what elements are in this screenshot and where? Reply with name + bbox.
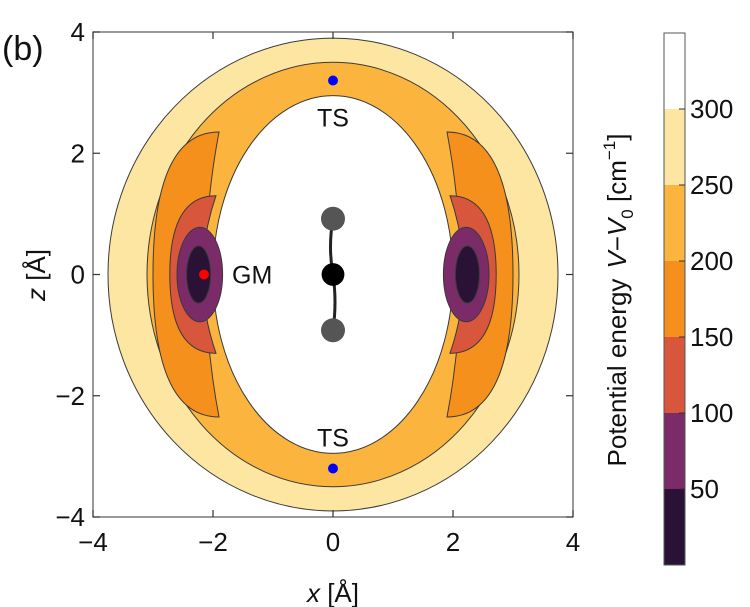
point-ts-1 — [328, 75, 338, 86]
panel-label: (b) — [2, 30, 44, 68]
point-label-ts-2: TS — [317, 425, 349, 453]
colorbar-band-0 — [664, 489, 685, 565]
colorbar-frame — [663, 32, 686, 566]
x-tick-label-3: 2 — [446, 527, 460, 557]
colorbar-tick-label-4: 250 — [690, 170, 733, 200]
atom-2 — [321, 318, 345, 343]
contour-plot: GM TS TS — [92, 31, 574, 518]
colorbar-tick-label-2: 150 — [690, 322, 733, 352]
y-tick-label-2: 0 — [71, 260, 85, 290]
x-tick-label-4: 4 — [566, 527, 580, 557]
colorbar-title: Potential energyV−V0 [cm−1] — [600, 134, 637, 467]
y-tick-label-4: −4 — [55, 502, 85, 532]
colorbar-tick-label-0: 50 — [690, 474, 719, 504]
colorbar-band-4 — [664, 185, 685, 261]
colorbar-band-5 — [664, 109, 685, 185]
colorbar-band-6 — [664, 33, 685, 109]
molecule — [321, 206, 345, 343]
x-tick-label-2: 0 — [326, 527, 340, 557]
colorbar-band-3 — [664, 261, 685, 337]
y-axis-title: z [Å] — [21, 249, 51, 302]
x-axis: −4 −2 0 2 4 — [78, 32, 580, 557]
colorbar-tick-label-3: 200 — [690, 246, 733, 276]
point-gm-0 — [199, 269, 209, 280]
colorbar-tick-label-1: 100 — [690, 398, 733, 428]
x-axis-title: x [Å] — [305, 578, 359, 607]
atom-0 — [321, 206, 345, 231]
point-label-gm-0: GM — [232, 262, 272, 290]
colorbar-tick-label-5: 300 — [690, 94, 733, 124]
x-tick-label-0: −4 — [78, 527, 108, 557]
stationary-points: GM TS TS — [199, 75, 349, 474]
y-tick-label-1: 2 — [71, 138, 85, 168]
colorbar-band-1 — [664, 413, 685, 489]
point-label-ts-1: TS — [317, 105, 349, 133]
y-tick-label-0: 4 — [71, 17, 85, 47]
colorbar-band-2 — [664, 337, 685, 413]
contour-band-50-8 — [186, 245, 212, 304]
contour-band-50-9 — [454, 245, 480, 304]
atom-1 — [321, 263, 345, 286]
point-ts-2 — [328, 463, 338, 474]
colorbar: 50 100 150 200 250 300 — [663, 32, 733, 566]
y-axis: 4 2 0 −2 −4 — [55, 17, 573, 532]
y-tick-label-3: −2 — [55, 381, 85, 411]
x-tick-label-1: −2 — [198, 527, 228, 557]
